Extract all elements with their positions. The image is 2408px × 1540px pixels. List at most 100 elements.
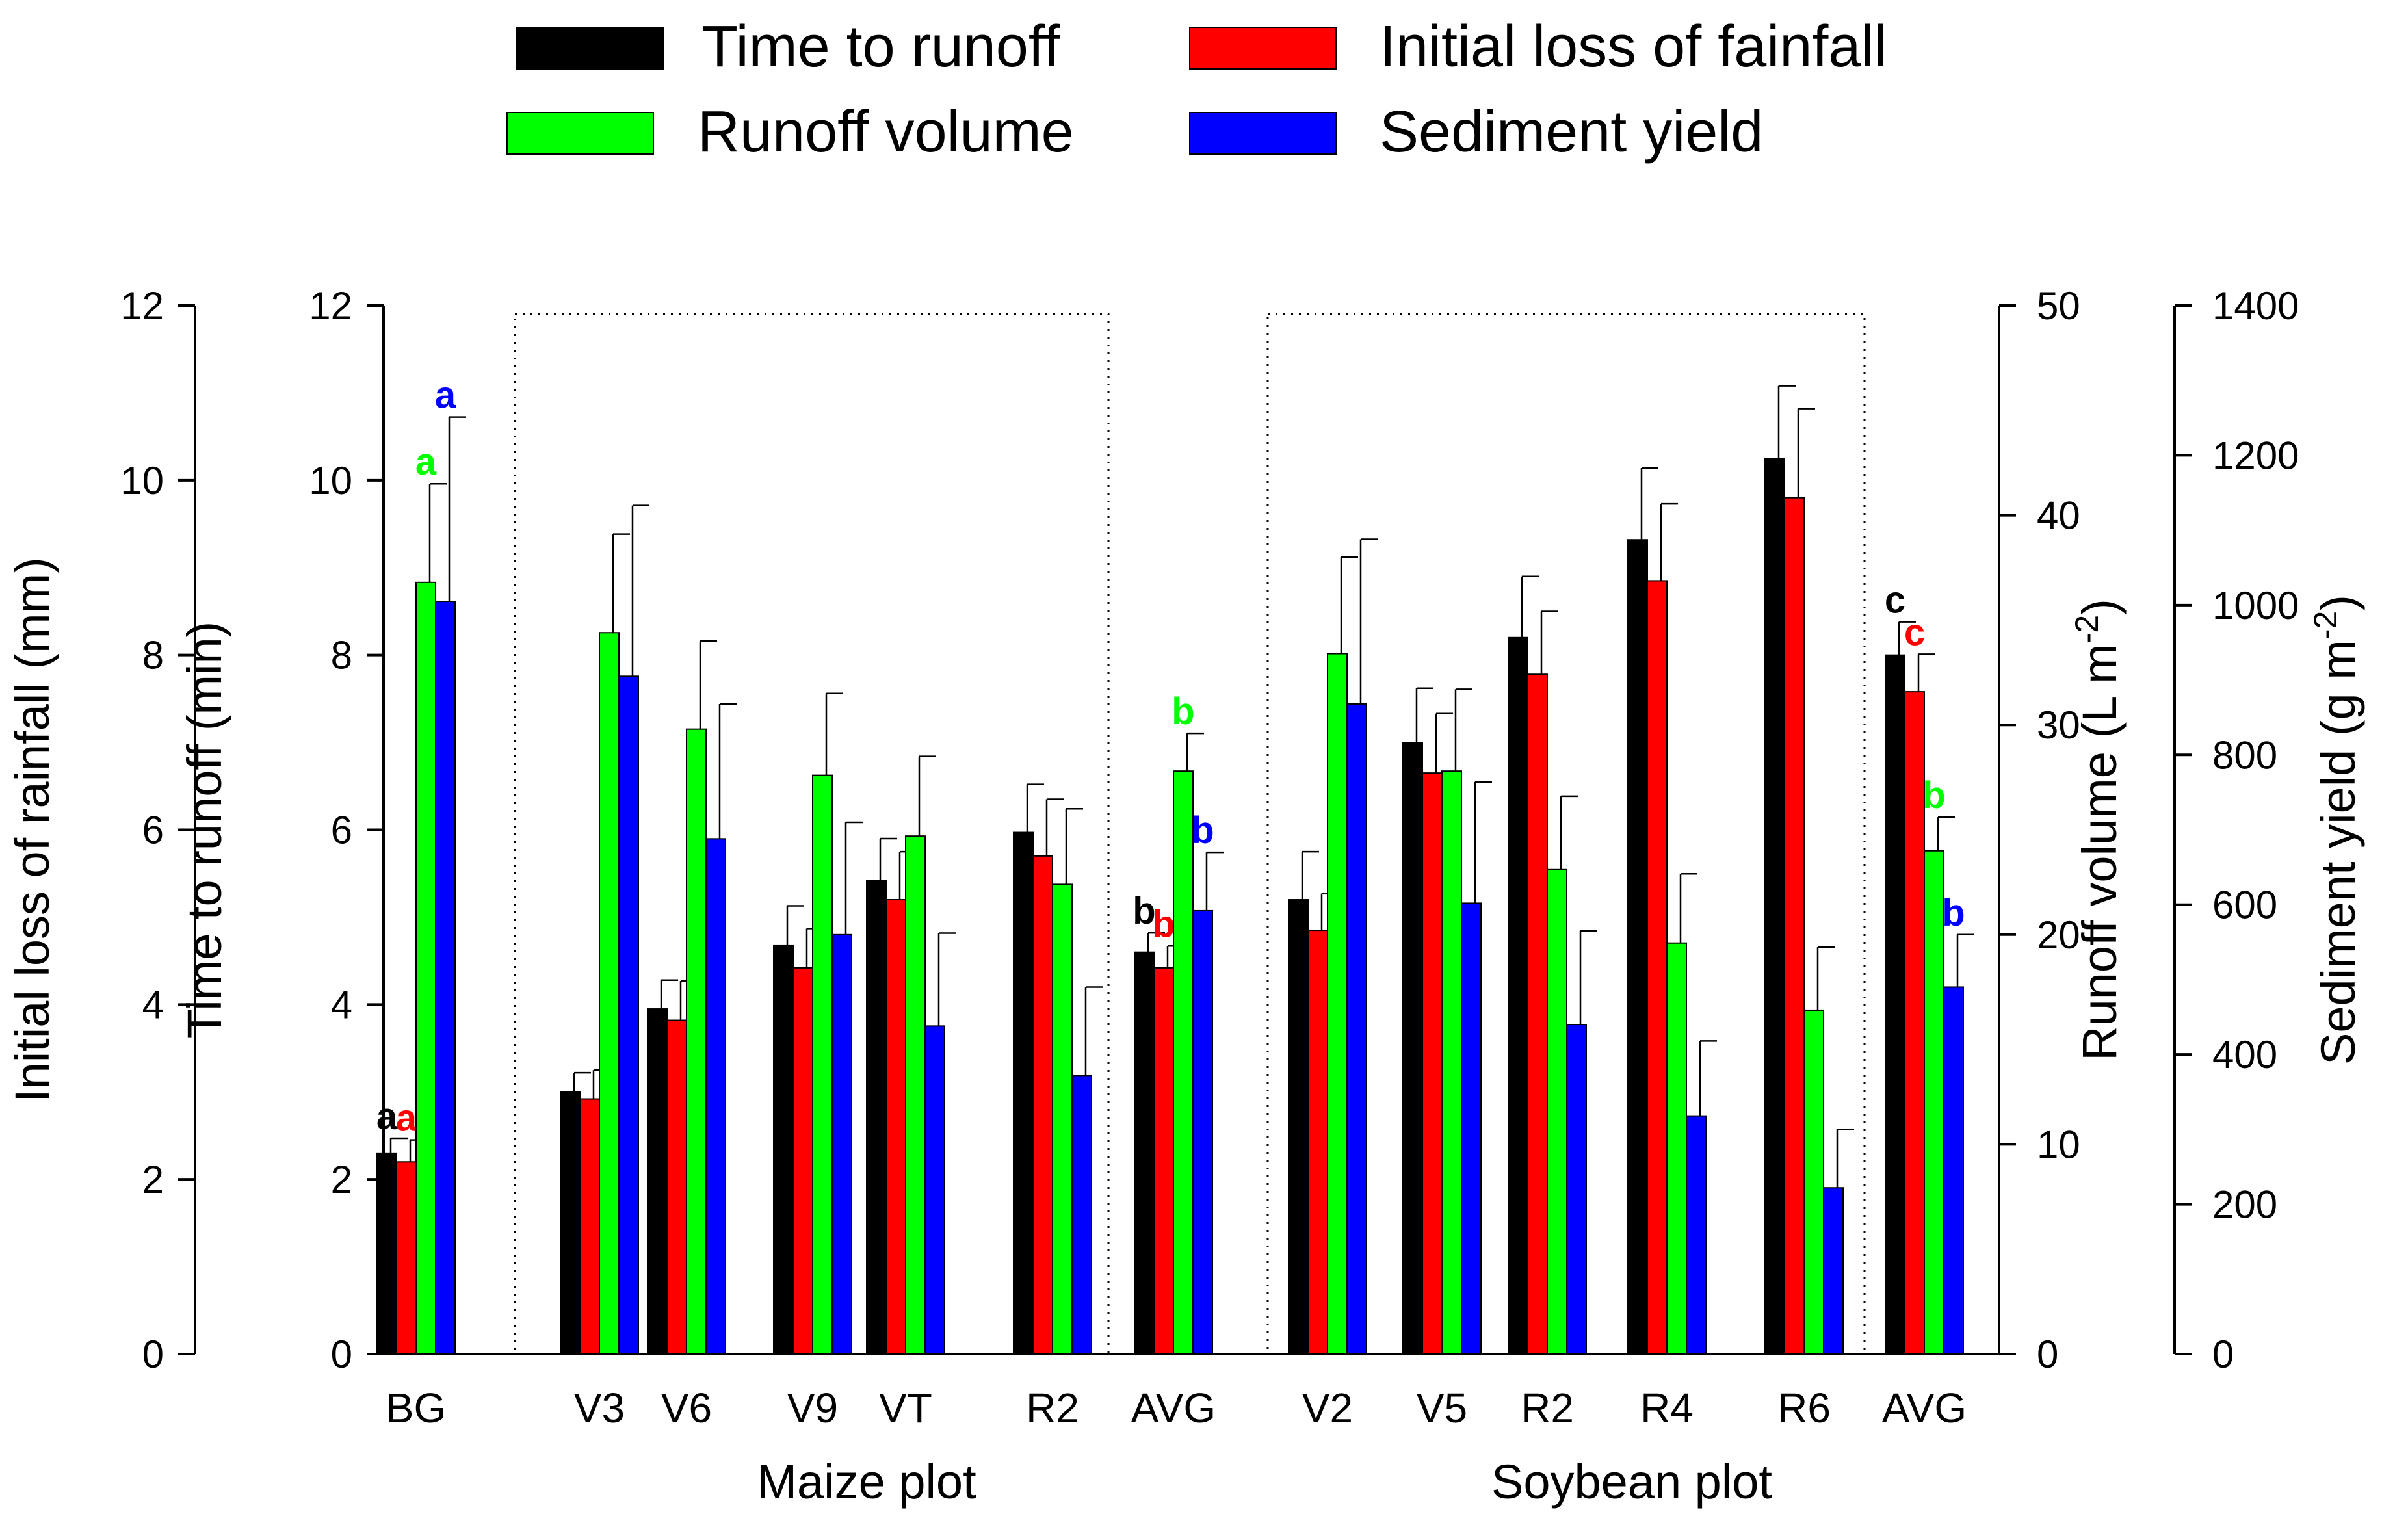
rain-tick-label-4: 8 — [142, 634, 164, 677]
significance-label-1-0: a — [396, 1097, 417, 1140]
x-tick-label-7: V2 — [1302, 1385, 1353, 1431]
bar-time-to-runoff-3 — [773, 944, 794, 1355]
legend: Time to runoff Initial loss of fainfall Ru… — [506, 14, 1887, 164]
x-tick-label-10: R4 — [1640, 1385, 1694, 1431]
x-tick-label-0: BG — [386, 1385, 446, 1431]
runoff-axis-title: Runoff volume (L m-2) — [2069, 599, 2127, 1061]
time-tick-label-3: 6 — [331, 809, 352, 852]
sediment-axis-title-text: Sediment yield (g m — [2311, 640, 2365, 1065]
sediment-tick-label-3: 600 — [2212, 883, 2277, 927]
rain-tick-label-0: 0 — [142, 1333, 164, 1376]
rain-tick-label-6: 12 — [120, 284, 164, 328]
bar-sediment-yield-12 — [1943, 986, 1964, 1355]
bar-initial-loss-of-fainfall-0 — [396, 1161, 417, 1355]
sediment-tick-label-7: 1400 — [2212, 284, 2299, 328]
bar-runoff-volume-4 — [905, 835, 926, 1355]
significance-label-1-6: b — [1152, 903, 1175, 945]
runoff-axis-title-sup: -2 — [2069, 615, 2105, 644]
bar-initial-loss-of-fainfall-3 — [792, 967, 813, 1355]
bar-sediment-yield-4 — [924, 1025, 945, 1355]
sediment-tick-label-6: 1200 — [2212, 434, 2299, 477]
bar-initial-loss-of-fainfall-1 — [579, 1098, 600, 1355]
significance-label-3-0: a — [435, 374, 456, 417]
bar-time-to-runoff-1 — [560, 1091, 581, 1355]
bar-runoff-volume-0 — [415, 581, 436, 1355]
significance-label-2-6: b — [1171, 690, 1194, 733]
runoff-tick-label-1: 10 — [2037, 1123, 2080, 1166]
rain-tick-label-3: 6 — [142, 809, 164, 852]
rain-tick-label-1: 2 — [142, 1158, 164, 1201]
significance-label-0-6: b — [1132, 890, 1155, 932]
bar-time-to-runoff-11 — [1764, 458, 1785, 1355]
maize-group-box — [514, 313, 1110, 1355]
sediment-axis-title: Sediment yield (g m-2) — [2307, 595, 2365, 1065]
bar-runoff-volume-5 — [1052, 883, 1073, 1355]
bar-initial-loss-of-fainfall-10 — [1647, 580, 1668, 1355]
bar-sediment-yield-2 — [705, 838, 726, 1355]
legend-swatch-3 — [1189, 112, 1337, 155]
time-tick-label-0: 0 — [331, 1333, 352, 1376]
sediment-tick-label-1: 200 — [2212, 1183, 2277, 1227]
legend-swatch-0 — [516, 27, 664, 70]
x-axis-labels: BG V3 V6 V9 VT R2 AVG V2 V5 R2 R4 R6 AVG Maize plot So… — [384, 1353, 1999, 1509]
x-tick-label-1: V3 — [574, 1385, 625, 1431]
x-tick-label-2: V6 — [661, 1385, 712, 1431]
bar-sediment-yield-11 — [1823, 1187, 1844, 1355]
bar-initial-loss-of-fainfall-11 — [1784, 497, 1805, 1355]
time-tick-label-1: 2 — [331, 1158, 352, 1201]
bar-sediment-yield-7 — [1346, 703, 1367, 1355]
bar-runoff-volume-3 — [812, 774, 833, 1355]
runoff-tick-label-2: 20 — [2037, 913, 2080, 957]
rain-axis-title-text: Initial loss of rainfall (mm) — [5, 557, 59, 1103]
bar-initial-loss-of-fainfall-4 — [885, 899, 906, 1355]
bar-time-to-runoff-2 — [647, 1008, 668, 1355]
time-tick-label-4: 8 — [331, 634, 352, 677]
bar-runoff-volume-2 — [686, 728, 707, 1355]
legend-label-3: Sediment yield — [1380, 99, 1763, 164]
time-tick-label-2: 4 — [331, 983, 352, 1026]
significance-label-3-12: b — [1942, 892, 1965, 934]
sediment-tick-label-5: 1000 — [2212, 584, 2299, 627]
significance-label-2-0: a — [415, 441, 437, 483]
bar-runoff-volume-7 — [1327, 653, 1348, 1355]
sediment-tick-label-2: 400 — [2212, 1033, 2277, 1077]
group-label-0: Maize plot — [757, 1455, 976, 1509]
time-axis-title-text: Time to runoff (min) — [177, 621, 231, 1039]
significance-label-3-6: b — [1191, 809, 1214, 852]
runoff-tick-label-0: 0 — [2037, 1333, 2058, 1376]
axes: 0 2 4 6 8 10 12 Initial loss of rainfall (mm) 0 2… — [5, 284, 2365, 1376]
bar-sediment-yield-10 — [1686, 1115, 1707, 1355]
bar-runoff-volume-1 — [599, 632, 620, 1355]
rain-axis-title: Initial loss of rainfall (mm) — [5, 557, 59, 1103]
x-tick-label-3: V9 — [787, 1385, 838, 1431]
bar-time-to-runoff-6 — [1134, 951, 1155, 1355]
x-tick-label-5: R2 — [1026, 1385, 1079, 1431]
bar-sediment-yield-0 — [435, 601, 456, 1355]
bar-sediment-yield-6 — [1192, 909, 1213, 1355]
bar-sediment-yield-8 — [1461, 902, 1482, 1355]
bar-sediment-yield-1 — [618, 675, 639, 1355]
x-tick-label-8: V5 — [1417, 1385, 1467, 1431]
bar-sediment-yield-3 — [831, 933, 852, 1355]
runoff-tick-label-5: 50 — [2037, 284, 2080, 328]
rain-tick-label-2: 4 — [142, 983, 164, 1026]
legend-swatch-1 — [1189, 27, 1337, 70]
runoff-axis-title-text: Runoff volume (L m — [2073, 644, 2127, 1061]
sediment-tick-label-4: 800 — [2212, 733, 2277, 777]
legend-label-1: Initial loss of fainfall — [1380, 14, 1887, 79]
rain-tick-label-5: 10 — [120, 459, 164, 502]
legend-label-2: Runoff volume — [698, 99, 1074, 164]
legend-label-0: Time to runoff — [702, 14, 1060, 79]
significance-label-0-0: a — [376, 1095, 398, 1138]
bar-runoff-volume-11 — [1803, 1009, 1824, 1355]
bar-time-to-runoff-0 — [376, 1152, 397, 1355]
significance-label-0-12: c — [1885, 579, 1905, 621]
bar-time-to-runoff-9 — [1508, 636, 1528, 1355]
bar-initial-loss-of-fainfall-6 — [1153, 967, 1174, 1355]
bar-initial-loss-of-fainfall-7 — [1307, 930, 1328, 1355]
bar-runoff-volume-10 — [1666, 942, 1687, 1355]
significance-label-1-12: c — [1904, 611, 1925, 653]
time-tick-label-5: 10 — [309, 459, 352, 502]
